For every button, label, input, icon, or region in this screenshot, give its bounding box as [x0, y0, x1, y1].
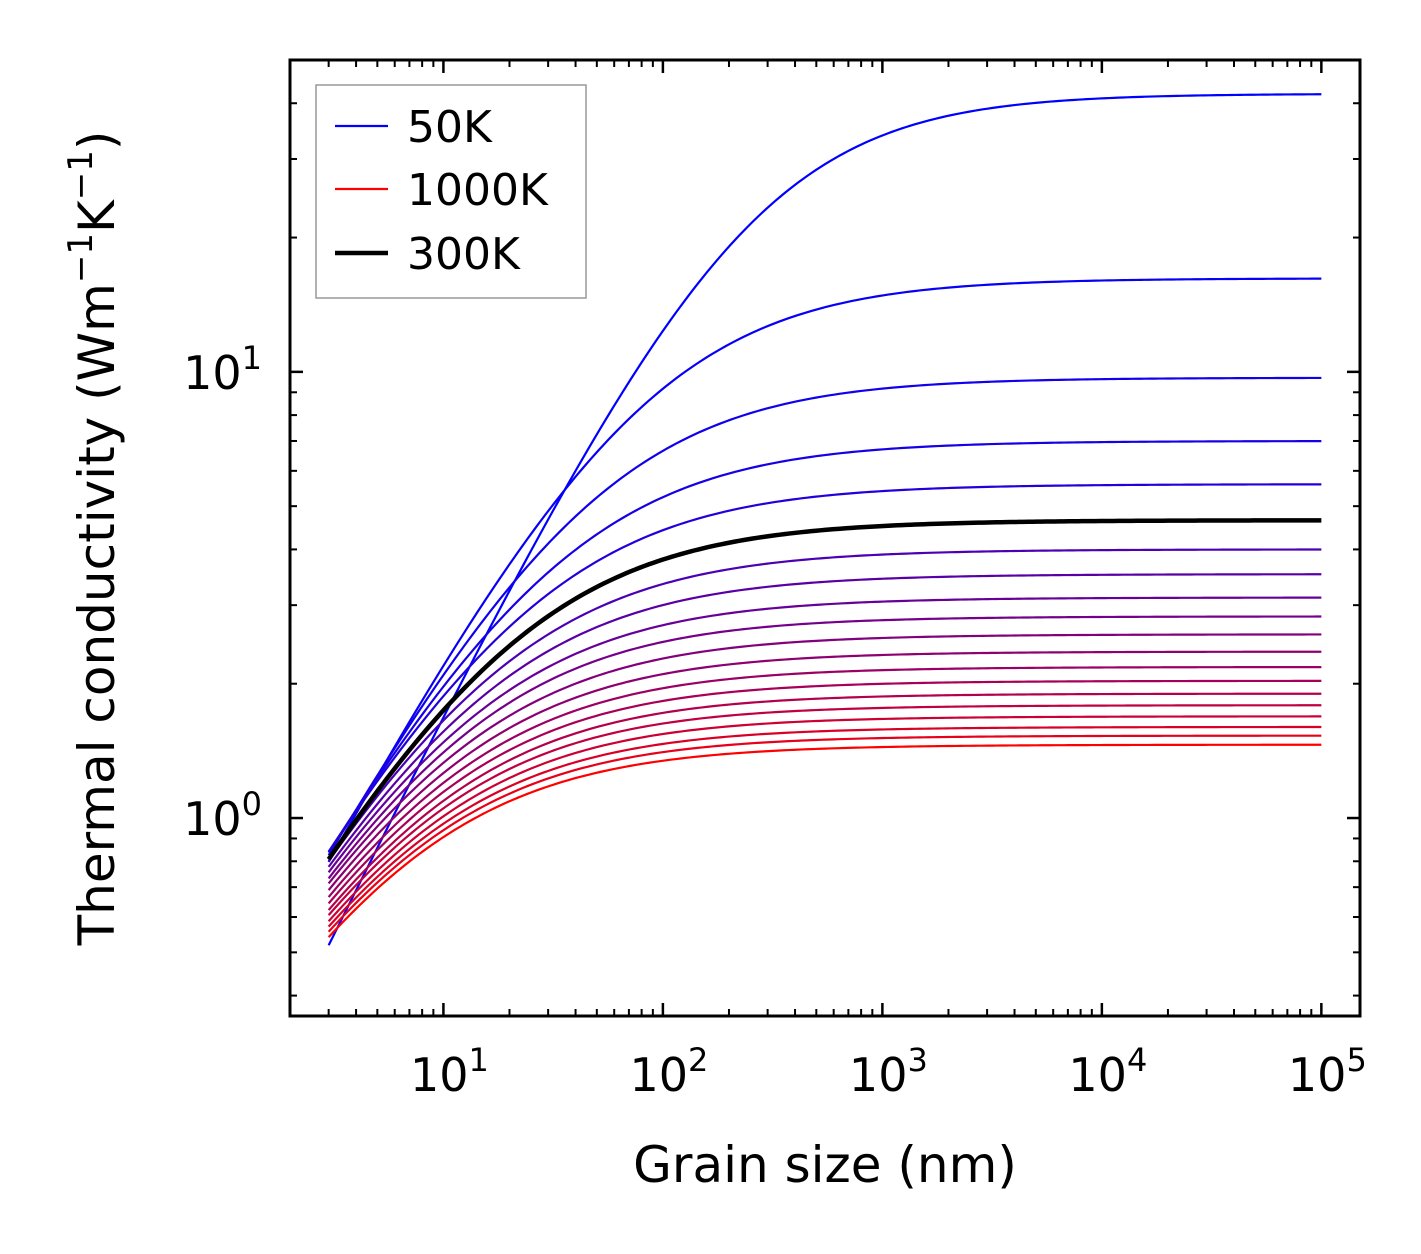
series-line-950k — [327, 734, 1322, 933]
y-tick-label-0: 100 — [183, 785, 262, 846]
legend: 50K 1000K 300K — [315, 84, 587, 299]
x-tick-label-4: 104 — [1068, 1041, 1147, 1102]
series-line-500k — [327, 615, 1322, 880]
series-line-600k — [327, 650, 1322, 891]
x-axis-label: Grain size (nm) — [633, 1136, 1017, 1194]
x-tick-label-3: 103 — [849, 1041, 928, 1102]
series-line-200k — [327, 440, 1322, 854]
series-group — [326, 93, 1322, 946]
series-line-650k — [327, 665, 1322, 898]
series-line-450k — [327, 596, 1322, 873]
series-line-50k — [327, 93, 1322, 946]
legend-label-50k: 50K — [407, 102, 493, 153]
series-line-300k — [326, 518, 1322, 861]
series-line-150k — [327, 376, 1322, 856]
x-tick-label-5: 105 — [1288, 1041, 1367, 1102]
series-line-850k — [327, 715, 1322, 922]
x-tick-label-1: 101 — [410, 1041, 489, 1102]
legend-label-300k: 300K — [407, 229, 521, 280]
y-axis-exponent-2: −1 — [61, 150, 101, 200]
series-line-750k — [327, 692, 1322, 911]
series-line-400k — [327, 573, 1322, 868]
series-line-900k — [327, 725, 1322, 928]
y-axis-label: Thermal conductivity (Wm−1K−1) — [61, 131, 126, 947]
plot-frame — [288, 58, 1362, 1018]
tick-labels: 101 102 103 104 105 100 101 — [183, 339, 1367, 1102]
legend-label-1000k: 1000K — [407, 165, 549, 216]
series-line-350k — [327, 548, 1322, 862]
y-tick-label-1: 101 — [183, 339, 262, 400]
y-axis-exponent-1: −1 — [61, 233, 101, 283]
series-line-550k — [327, 633, 1322, 885]
series-line-1000k — [327, 743, 1322, 938]
series-line-800k — [327, 704, 1322, 916]
series-line-250k — [327, 483, 1322, 853]
series-line-700k — [327, 679, 1322, 905]
x-tick-label-2: 102 — [629, 1041, 708, 1102]
legend-box — [315, 84, 587, 299]
major-ticks — [290, 60, 1360, 1016]
series-line-100k — [327, 277, 1322, 863]
